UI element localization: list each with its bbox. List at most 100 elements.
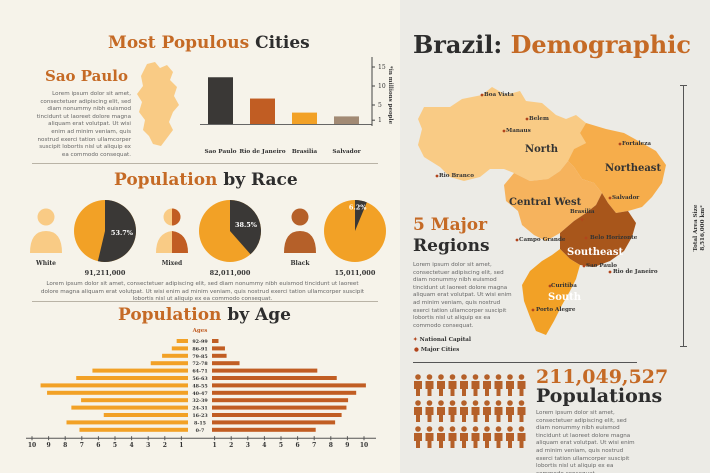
capital-star-icon: ✦ (579, 216, 585, 224)
person-icon-head (449, 426, 456, 432)
race-label: Mixed (162, 260, 183, 267)
age-bar-female (212, 420, 336, 425)
person-icon-head (495, 374, 502, 380)
age-bar-male (79, 427, 188, 432)
city-label: Porto Alegre (536, 307, 576, 313)
person-icon-body (437, 433, 445, 448)
person-icon-head (426, 374, 433, 380)
age-bar-male (81, 398, 188, 403)
age-bar-male (162, 353, 188, 358)
age-x-tick-label: 9 (47, 442, 51, 447)
person-icon-head (461, 426, 467, 432)
area-scale-cap-bottom (680, 346, 687, 347)
person-icon-body (471, 433, 480, 448)
age-bar-male (71, 405, 188, 410)
capital-star-icon: ✦ (413, 337, 418, 343)
race-pie-charts: White 53.7% 91,211,000 Mixed 38.5% 82,011,000… (30, 200, 386, 277)
age-x-tick-label: 7 (80, 442, 84, 447)
person-icon-head (484, 426, 490, 432)
person-icon-head (484, 374, 490, 380)
age-bar-female (212, 339, 219, 343)
regions-description: Lorem ipsum dolor sit amet, consectetuer… (413, 262, 512, 329)
city-dot-icon (608, 196, 612, 200)
age-x-tick-label: 2 (229, 442, 233, 447)
city-label: Manaus (506, 128, 531, 134)
age-x-tick-label: 8 (63, 442, 67, 447)
age-title: Population by Age (118, 305, 291, 325)
age-group-label: 72-78 (192, 361, 208, 367)
legend-national-capital: ✦ National Capital (413, 337, 472, 343)
region-label-north: North (525, 144, 558, 155)
age-group-label: 79-85 (192, 354, 207, 360)
age-bar-female (212, 383, 366, 388)
person-icon-body (517, 381, 526, 396)
age-group-label: 92-99 (192, 339, 208, 345)
age-group-label: 86-91 (192, 346, 207, 352)
city-y-tick-label: 5 (378, 102, 382, 109)
person-icon-head (495, 426, 502, 432)
region-label-southeast: Southeast (567, 247, 624, 258)
age-bar-female (212, 368, 318, 373)
age-bar-female (212, 346, 225, 351)
person-icon-body (437, 407, 445, 422)
cities-title: Most Populous Cities (108, 33, 310, 53)
city-dot-icon (531, 308, 535, 312)
person-head-icon (291, 208, 309, 226)
city-label: Boa Vista (484, 92, 514, 98)
person-icon-body (483, 433, 491, 448)
age-bar-female (212, 413, 342, 417)
person-icon-body (494, 407, 503, 422)
city-label: Rio de Janeiro (613, 269, 658, 275)
city-dot-icon (584, 236, 588, 240)
area-size-label: Total Area Size 8,516,000 km² (693, 204, 706, 252)
age-group-label: 64-71 (192, 369, 207, 375)
age-bar-male (92, 368, 188, 373)
age-column-header: Ages (192, 328, 208, 334)
person-icon-body (425, 381, 434, 396)
city-dot-icon (525, 117, 529, 121)
city-dot-icon (582, 264, 586, 268)
city-bar-label: Salvador (332, 149, 361, 155)
sao-paulo-heading: Sao Paulo (45, 67, 128, 85)
race-title: Population by Race (114, 170, 298, 190)
age-group-label: 40-47 (192, 391, 207, 397)
age-bar-female (212, 405, 347, 410)
city-label: Campo Grande (519, 237, 566, 243)
person-icon-body (483, 381, 491, 396)
city-dot-icon (608, 270, 612, 274)
city-dot-icon (480, 93, 484, 97)
person-icon-head (518, 374, 525, 380)
race-description: Lorem ipsum dolor sit amet, consectetuer… (40, 281, 365, 303)
age-x-tick-label: 1 (213, 442, 217, 447)
age-x-tick-label: 4 (130, 442, 134, 447)
person-icon-head (472, 400, 479, 406)
person-icon-body (471, 381, 480, 396)
brazil-title: Brazil: Demographic (413, 30, 691, 59)
city-bar (208, 77, 233, 124)
city-label: Curitiba (551, 283, 577, 289)
race-pie-slice (355, 200, 367, 231)
person-icon-head (495, 400, 502, 406)
area-scale-line (683, 85, 684, 347)
city-markers: ✦ (435, 93, 622, 312)
city-label: Brasilia (570, 209, 595, 215)
city-label: Fortaleza (622, 141, 652, 147)
person-icon-body (414, 381, 422, 396)
city-bar (250, 98, 275, 124)
legend-major-cities: ● Major Cities (414, 347, 460, 353)
city-label: Belo Horizonte (590, 235, 638, 241)
region-label-central-west: Central West (509, 197, 582, 208)
divider-2 (32, 301, 378, 302)
age-x-tick-label: 4 (262, 442, 266, 447)
population-number: 211,049,527 (536, 366, 669, 388)
person-icon-head (438, 374, 444, 380)
age-x-tick-label: 5 (279, 442, 283, 447)
person-icon-body (506, 381, 514, 396)
age-x-tick-label: 7 (312, 442, 316, 447)
person-icon-body (414, 407, 422, 422)
city-dot-icon (548, 284, 552, 288)
age-bar-male (176, 339, 188, 343)
population-people-icons (414, 374, 526, 448)
city-bar (292, 112, 317, 124)
